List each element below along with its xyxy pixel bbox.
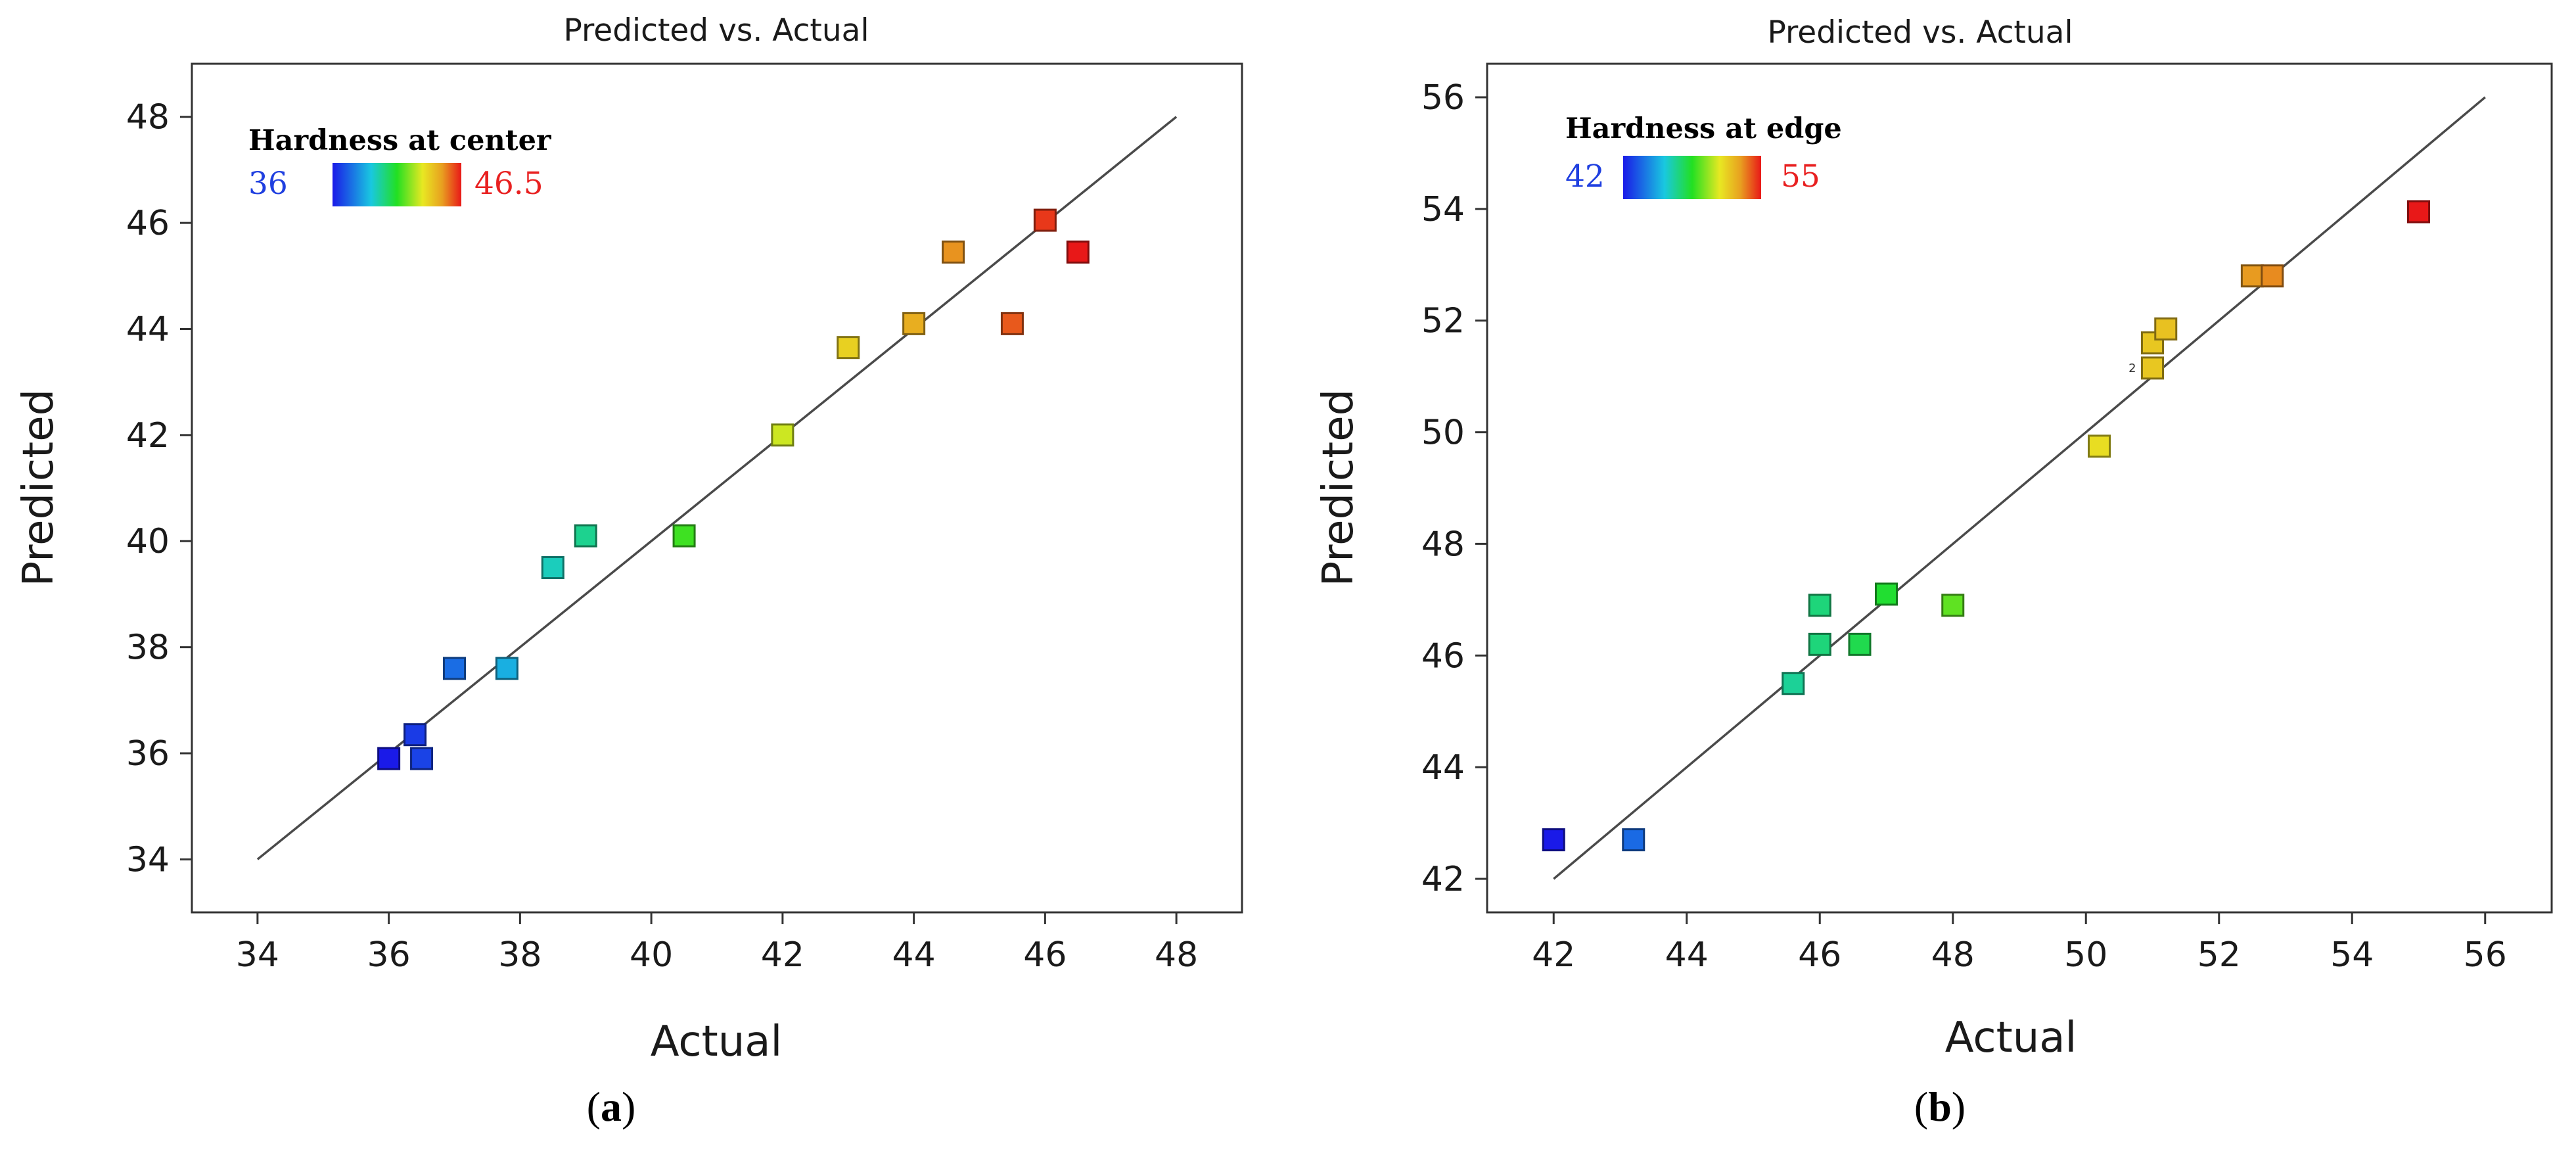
- chart-hardness-center: Predicted vs. Actual 34 36 38 40 42 44 46 48 34…: [14, 12, 1243, 1130]
- color-legend: Hardness at edge 42 55: [1565, 112, 1842, 199]
- data-points: [377, 208, 1090, 770]
- x-tick-label: 36: [367, 935, 411, 975]
- legend-min-label: 36: [248, 166, 288, 202]
- x-tick-labels: 42 44 46 48 50 52 54 56: [1532, 935, 2507, 975]
- y-axis-label: Predicted: [1314, 389, 1363, 586]
- data-point: [902, 312, 926, 335]
- data-point: [2240, 264, 2264, 288]
- x-tick-label: 46: [1798, 935, 1841, 975]
- x-tick-label: 46: [1023, 935, 1067, 975]
- chart-hardness-edge: Predicted vs. Actual 42 44 46 48 50 52 54 56 42…: [1314, 14, 2553, 1130]
- data-point: [1542, 828, 1565, 852]
- data-point: [574, 524, 597, 548]
- y-tick-label: 36: [126, 734, 170, 774]
- y-tick-label: 44: [126, 310, 170, 349]
- y-tick-label: 50: [1421, 413, 1465, 453]
- y-tick-label: 46: [126, 204, 170, 243]
- legend-min-label: 42: [1565, 158, 1605, 195]
- x-tick-label: 34: [236, 935, 279, 975]
- data-point: [1941, 594, 1965, 617]
- data-point: [1848, 632, 1872, 656]
- data-point: [443, 657, 466, 680]
- data-point: [410, 747, 434, 770]
- data-point: [403, 723, 427, 747]
- y-tick-label: 46: [1421, 636, 1465, 676]
- x-tick-labels: 34 36 38 40 42 44 46 48: [236, 935, 1198, 975]
- point-count-annotation: 2: [2128, 362, 2136, 375]
- x-tick-label: 48: [1931, 935, 1975, 975]
- chart-title: Predicted vs. Actual: [564, 12, 869, 49]
- x-tick-label: 42: [1532, 935, 1575, 975]
- x-tick-label: 38: [498, 935, 541, 975]
- data-point: [2088, 434, 2111, 458]
- data-point: [672, 524, 696, 548]
- data-point: [1622, 828, 1645, 852]
- y-tick-label: 44: [1421, 748, 1465, 787]
- tick-marks: [180, 116, 1178, 924]
- data-point: [837, 336, 860, 360]
- y-tick-label: 42: [1421, 860, 1465, 899]
- x-tick-label: 44: [1665, 935, 1709, 975]
- y-tick-label: 48: [1421, 525, 1465, 564]
- y-tick-label: 54: [1421, 190, 1465, 229]
- plot-frame: [1486, 62, 2553, 914]
- data-point: [1033, 208, 1057, 232]
- x-axis-label: Actual: [1945, 1014, 2077, 1062]
- legend-gradient-bar: [333, 163, 461, 206]
- x-tick-label: 40: [630, 935, 673, 975]
- legend-max-label: 46.5: [474, 166, 543, 202]
- data-point: [1875, 582, 1898, 606]
- y-tick-labels: 34 36 38 40 42 44 46 48: [126, 98, 170, 880]
- data-point: [1808, 594, 1831, 617]
- data-point: [2154, 317, 2178, 340]
- y-tick-label: 42: [126, 416, 170, 456]
- y-tick-labels: 42 44 46 48 50 52 54 56: [1421, 78, 1465, 899]
- data-point: [1808, 632, 1831, 656]
- data-point: [2141, 356, 2164, 380]
- legend-max-label: 55: [1781, 158, 1820, 195]
- color-legend: Hardness at center 36 46.5: [248, 124, 552, 206]
- legend-gradient-bar: [1623, 156, 1761, 199]
- x-tick-label: 52: [2197, 935, 2241, 975]
- panel-label: (a): [587, 1083, 636, 1130]
- y-tick-label: 52: [1421, 302, 1465, 341]
- plot-frame: [191, 62, 1243, 914]
- data-point: [1782, 672, 1805, 695]
- data-point: [2261, 264, 2284, 288]
- data-points: [1542, 200, 2430, 852]
- panel-label: (b): [1914, 1083, 1966, 1130]
- data-point: [942, 240, 965, 264]
- x-tick-label: 44: [892, 935, 936, 975]
- reference-line: [1553, 96, 2486, 880]
- x-tick-label: 54: [2330, 935, 2374, 975]
- x-tick-label: 56: [2464, 935, 2507, 975]
- y-tick-label: 56: [1421, 78, 1465, 118]
- y-tick-label: 34: [126, 840, 170, 879]
- y-tick-label: 48: [126, 98, 170, 137]
- chart-title: Predicted vs. Actual: [1768, 14, 2073, 51]
- x-axis-label: Actual: [651, 1018, 783, 1066]
- data-point: [1000, 312, 1024, 335]
- data-point: [495, 657, 518, 680]
- data-point: [771, 423, 794, 447]
- legend-title: Hardness at center: [248, 124, 552, 157]
- reference-line-group: [1553, 96, 2486, 880]
- data-point: [377, 747, 401, 770]
- tick-marks: [1475, 96, 2487, 924]
- legend-title: Hardness at edge: [1565, 112, 1842, 145]
- data-point: [2407, 200, 2430, 223]
- y-tick-label: 40: [126, 522, 170, 561]
- y-tick-label: 38: [126, 628, 170, 668]
- x-tick-label: 42: [761, 935, 804, 975]
- x-tick-label: 50: [2064, 935, 2107, 975]
- y-axis-label: Predicted: [14, 389, 63, 586]
- x-tick-label: 48: [1155, 935, 1198, 975]
- data-point: [541, 556, 564, 580]
- data-point: [1066, 240, 1090, 264]
